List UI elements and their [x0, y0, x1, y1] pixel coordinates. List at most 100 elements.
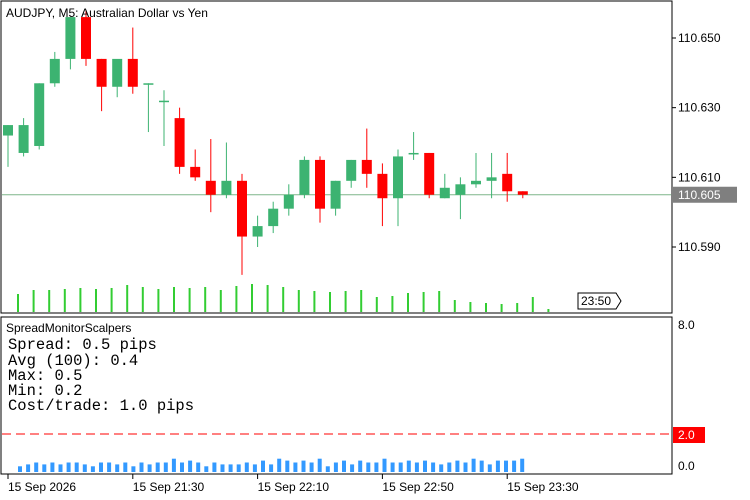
price-tick-label: 110.610 [678, 170, 721, 184]
spread-bar [42, 464, 47, 472]
spread-bar [204, 466, 209, 472]
candle[interactable] [221, 142, 232, 199]
indicator-scale-max: 8.0 [678, 318, 695, 332]
cost-line: Cost/trade: 1.0 pips [8, 397, 194, 415]
candle[interactable] [252, 215, 263, 247]
spread-bar [439, 464, 444, 472]
spread-bar [390, 462, 395, 472]
price-tick-label: 110.630 [678, 101, 721, 115]
candle[interactable] [190, 149, 201, 181]
spread-bar [188, 460, 193, 472]
price-scale[interactable]: 110.650 110.630 110.610 110.590 [672, 31, 721, 254]
spread-bar [74, 462, 79, 472]
candle[interactable] [299, 156, 310, 199]
candle[interactable] [346, 159, 357, 188]
spread-bar [18, 466, 22, 472]
spread-bar [325, 466, 330, 472]
spread-bar [520, 458, 525, 472]
chart-title: AUDJPY, M5: Australian Dollar vs Yen [6, 6, 208, 20]
spread-bar [455, 460, 460, 472]
spread-bar [26, 464, 31, 472]
spread-bar [463, 462, 468, 472]
candle[interactable] [65, 17, 76, 70]
candle[interactable] [424, 152, 435, 199]
spread-bar [382, 458, 387, 472]
spread-bar [66, 462, 71, 472]
candle[interactable] [283, 184, 294, 216]
spread-bar [398, 462, 403, 472]
candle[interactable] [159, 90, 169, 146]
svg-text:110.605: 110.605 [678, 188, 721, 202]
time-axis[interactable]: 15 Sep 2026 15 Sep 21:30 15 Sep 22:10 15 Se… [7, 474, 579, 494]
spread-bar [139, 462, 144, 472]
spread-bar [34, 462, 39, 472]
candle[interactable] [330, 180, 341, 216]
indicator-pane[interactable]: SpreadMonitorScalpers Spread: 0.5 pips A… [0, 316, 673, 475]
candle[interactable] [174, 107, 185, 174]
candle[interactable] [237, 173, 247, 275]
main-chart-pane[interactable]: AUDJPY, M5: Australian Dollar vs Yen 23:… [0, 0, 673, 314]
indicator-name: SpreadMonitorScalpers [6, 321, 131, 335]
candle[interactable] [127, 27, 138, 94]
candle[interactable] [517, 191, 528, 199]
spread-bar [317, 458, 322, 472]
spread-bar [99, 462, 103, 472]
candle[interactable] [143, 83, 154, 133]
spread-bar [58, 464, 63, 472]
spread-bar [180, 462, 184, 472]
spread-bar [212, 462, 217, 472]
spread-bar [220, 464, 225, 472]
threshold-tag-label: 2.0 [678, 428, 695, 442]
spread-bar [374, 462, 379, 472]
candle[interactable] [96, 58, 107, 112]
spread-bar [342, 460, 346, 472]
spread-bar [423, 460, 427, 472]
svg-text:23:50: 23:50 [581, 294, 611, 308]
candle[interactable] [112, 58, 123, 98]
candle[interactable] [455, 177, 466, 220]
spread-bar [285, 460, 290, 472]
spread-line: Spread: 0.5 pips [8, 336, 157, 354]
candle[interactable] [439, 173, 450, 199]
spread-bar [366, 462, 371, 472]
indicator-scale[interactable]: 8.0 2.0 0.0 [673, 318, 705, 473]
candle[interactable] [315, 156, 325, 223]
spread-bar [163, 462, 168, 472]
spread-bar [512, 460, 517, 472]
candle[interactable] [205, 139, 216, 213]
spread-bar [301, 460, 306, 472]
candle[interactable] [361, 128, 372, 188]
avg-line: Avg (100): 0.4 [8, 352, 138, 370]
candle[interactable] [408, 132, 419, 160]
candle[interactable] [18, 118, 29, 157]
spread-bar [252, 464, 257, 472]
price-tick-label: 110.650 [678, 31, 721, 45]
candle[interactable] [502, 152, 513, 202]
candle[interactable] [81, 10, 91, 66]
time-tick-label: 15 Sep 22:50 [382, 480, 454, 494]
spread-bar [147, 464, 152, 472]
candle[interactable] [486, 152, 497, 199]
candle[interactable] [471, 152, 481, 188]
spread-bar [236, 464, 241, 472]
candle[interactable] [377, 163, 388, 227]
candle[interactable] [49, 51, 60, 87]
spread-bar [50, 462, 55, 472]
spread-bar [350, 464, 355, 472]
spread-bar [123, 462, 128, 472]
time-tick-label: 15 Sep 2026 [8, 480, 76, 494]
spread-bar [487, 464, 492, 472]
spread-bar [155, 462, 160, 472]
price-tick-label: 110.590 [678, 240, 721, 254]
spread-bar [244, 462, 249, 472]
main-chart-frame [0, 0, 673, 314]
candle[interactable] [393, 149, 403, 227]
candle[interactable] [3, 125, 13, 167]
spread-bar [479, 460, 484, 472]
candle[interactable] [34, 83, 45, 150]
candle[interactable] [268, 201, 279, 234]
spread-bar [358, 460, 363, 472]
threshold-tag [673, 427, 705, 443]
spread-bar [406, 460, 411, 472]
